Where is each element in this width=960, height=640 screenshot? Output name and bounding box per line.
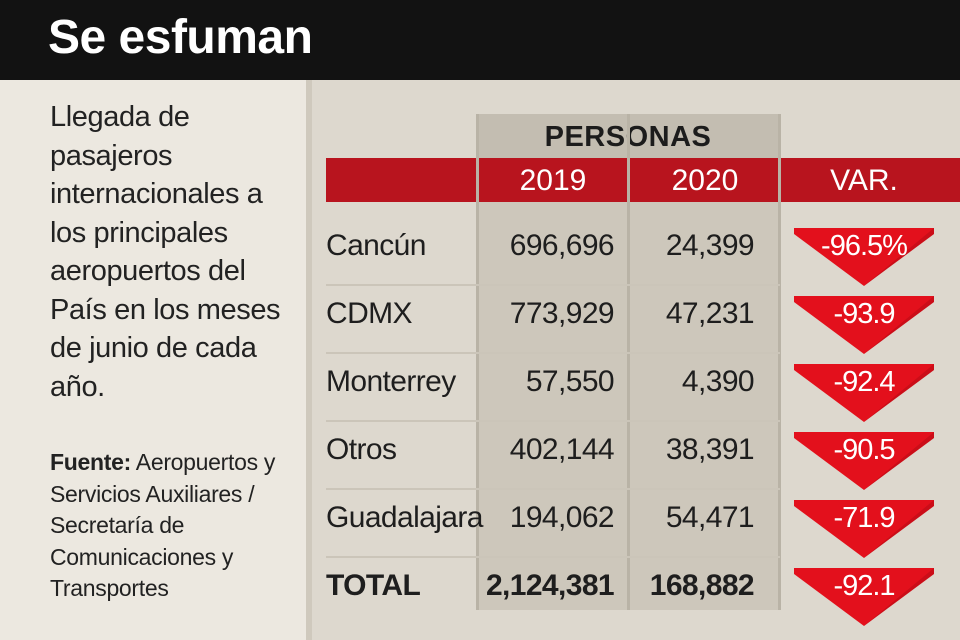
variation-label: -92.1 xyxy=(833,570,895,602)
down-arrow-icon xyxy=(788,566,940,628)
source-label: Fuente: xyxy=(50,449,131,475)
city-label: Otros xyxy=(326,433,397,466)
row-separator xyxy=(326,556,780,558)
chart-description: Llegada de pasajeros internacionales a l… xyxy=(50,101,281,403)
column-divider xyxy=(778,114,781,610)
variation-label: -90.5 xyxy=(833,434,895,466)
chart-title: Se esfuman xyxy=(48,11,313,64)
value-2019: 402,144 xyxy=(509,433,615,466)
down-arrow-icon xyxy=(788,498,940,560)
source-note: Fuente: Aeropuertos y Servicios Auxiliar… xyxy=(50,447,302,605)
variation-label: -93.9 xyxy=(833,298,895,330)
down-arrow-icon xyxy=(788,226,940,288)
city-label: Guadalajara xyxy=(326,501,483,534)
variation-label: -96.5% xyxy=(821,230,908,262)
column-header-var: VAR. xyxy=(830,164,898,197)
column-divider xyxy=(476,114,479,610)
value-2020: 38,391 xyxy=(665,433,755,466)
down-arrow-icon xyxy=(788,430,940,492)
value-2019: 57,550 xyxy=(525,365,615,398)
value-2020: 54,471 xyxy=(665,501,755,534)
column-header-2019: 2019 xyxy=(519,164,587,197)
value-2020: 4,390 xyxy=(681,365,755,398)
value-2020: 24,399 xyxy=(665,229,755,262)
down-arrow-icon xyxy=(788,294,940,356)
row-separator xyxy=(326,284,780,286)
column-header-2020: 2020 xyxy=(671,164,739,197)
description-panel xyxy=(0,80,312,640)
city-label: CDMX xyxy=(326,297,413,330)
row-separator xyxy=(326,420,780,422)
variation-label: -71.9 xyxy=(833,502,895,534)
value-2019: 194,062 xyxy=(509,501,615,534)
down-arrow-icon xyxy=(788,362,940,424)
total-label: TOTAL xyxy=(326,569,421,602)
value-2020: 47,231 xyxy=(665,297,755,330)
row-separator xyxy=(326,352,780,354)
city-label: Cancún xyxy=(326,229,426,262)
value-2019: 696,696 xyxy=(509,229,615,262)
value-2020: 168,882 xyxy=(649,569,755,602)
column-divider xyxy=(627,114,630,610)
row-separator xyxy=(326,488,780,490)
city-label: Monterrey xyxy=(326,365,456,398)
value-2019: 2,124,381 xyxy=(485,569,615,602)
variation-label: -92.4 xyxy=(833,366,895,398)
value-2019: 773,929 xyxy=(509,297,615,330)
title-bar: Se esfuman xyxy=(0,0,960,80)
source-text: Aeropuertos y Servicios Auxiliares / Sec… xyxy=(50,449,276,601)
header-band xyxy=(326,158,960,202)
